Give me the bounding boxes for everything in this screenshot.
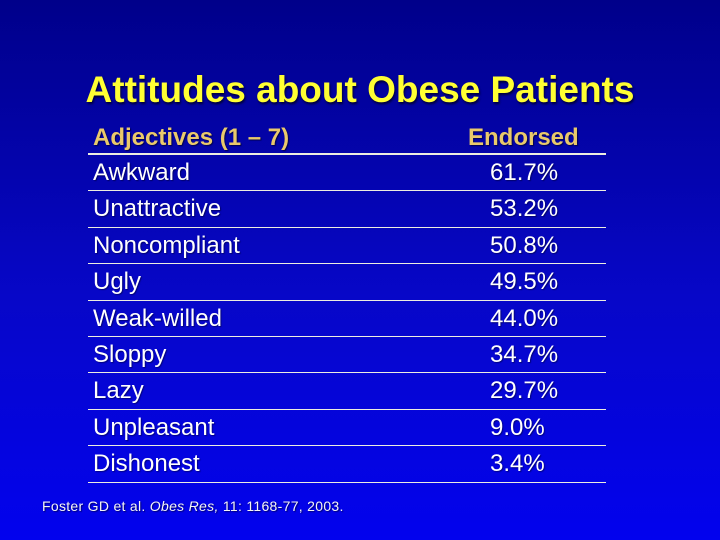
attitudes-table: Adjectives (1 – 7) Endorsed Awkward 61.7%… <box>88 124 606 483</box>
table-row: Ugly 49.5% <box>88 264 606 301</box>
citation-prefix: Foster GD et al. <box>42 498 150 514</box>
table-row: Noncompliant 50.8% <box>88 228 606 265</box>
table-row: Awkward 61.7% <box>88 155 606 192</box>
table-row: Weak-willed 44.0% <box>88 301 606 337</box>
slide-title: Attitudes about Obese Patients <box>85 69 635 110</box>
citation-journal-name: Obes Res, <box>149 498 219 514</box>
table-row: Dishonest 3.4% <box>88 446 606 483</box>
adjective-cell: Awkward <box>93 159 190 186</box>
citation: Foster GD et al. Obes Res, 11: 1168-77, … <box>42 498 344 514</box>
adjective-cell: Dishonest <box>93 450 200 478</box>
endorsed-cell: 49.5% <box>490 268 559 296</box>
table-row: Sloppy 34.7% <box>88 337 606 374</box>
table-header-row: Adjectives (1 – 7) Endorsed <box>88 124 606 155</box>
endorsed-cell: 3.4% <box>490 450 545 478</box>
adjective-cell: Unattractive <box>93 195 222 223</box>
citation-suffix: 11: 1168-77, 2003. <box>218 498 344 514</box>
endorsed-cell: 34.7% <box>490 340 559 368</box>
adjective-cell: Unpleasant <box>93 413 215 441</box>
adjective-cell: Lazy <box>93 377 144 405</box>
table-row: Unpleasant 9.0% <box>88 410 606 447</box>
endorsed-cell: 44.0% <box>490 304 559 332</box>
endorsed-cell: 53.2% <box>490 195 559 223</box>
adjective-cell: Sloppy <box>93 340 167 368</box>
endorsed-cell: 9.0% <box>490 413 545 441</box>
adjective-cell: Ugly <box>93 268 142 296</box>
table-body: Awkward 61.7% Unattractive 53.2% Noncomplian… <box>88 155 606 483</box>
endorsed-cell: 29.7% <box>490 377 559 405</box>
endorsed-cell: 61.7% <box>490 159 559 186</box>
table-row: Unattractive 53.2% <box>88 191 606 228</box>
adjective-cell: Noncompliant <box>93 231 240 259</box>
adjective-cell: Weak-willed <box>93 304 222 332</box>
endorsed-cell: 50.8% <box>490 231 559 259</box>
table-row: Lazy 29.7% <box>88 373 606 410</box>
header-endorsed-label: Endorsed <box>468 124 579 151</box>
header-adjectives-label: Adjectives (1 – 7) <box>93 124 290 151</box>
